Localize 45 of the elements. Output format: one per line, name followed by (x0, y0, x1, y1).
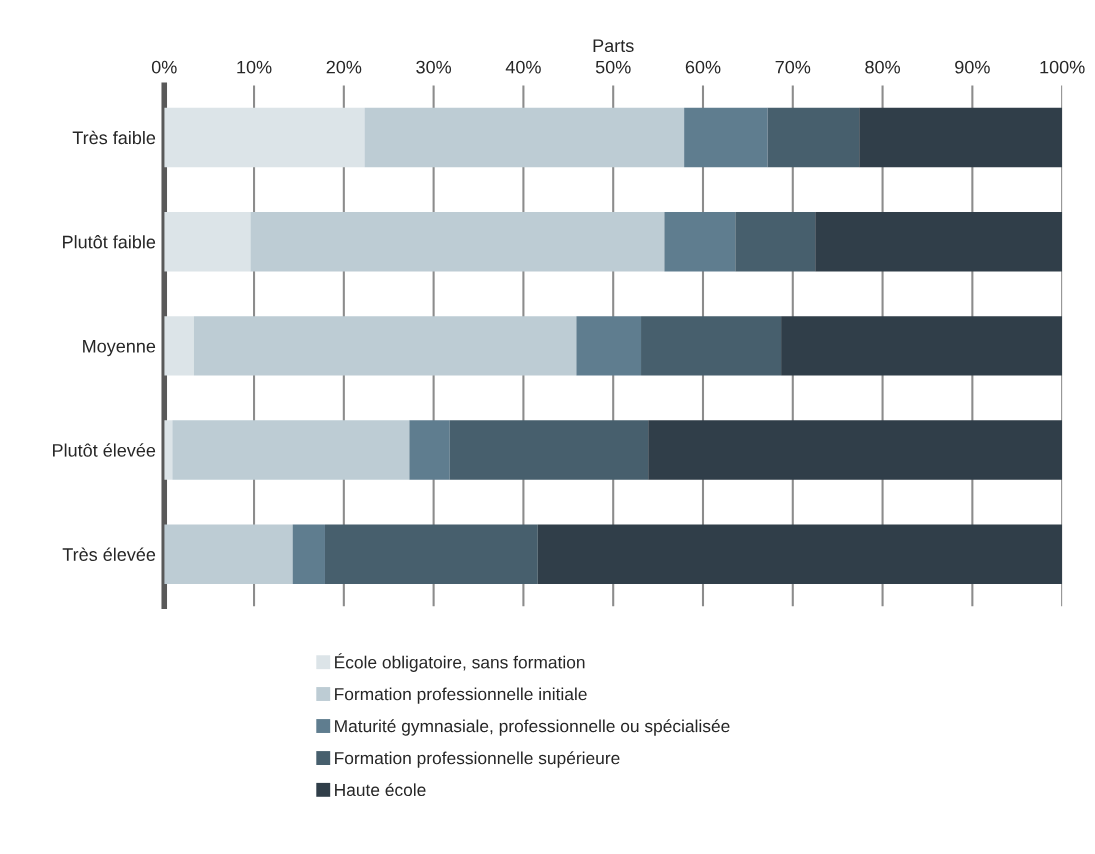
legend-label: Haute école (335, 783, 426, 797)
bar (164, 211, 251, 272)
x-tick-label: 40% (505, 60, 541, 74)
bar (250, 211, 665, 272)
bar (164, 107, 365, 168)
y-tick-label: Plutôt faible (63, 235, 156, 249)
bar (364, 107, 685, 168)
bar (767, 107, 860, 168)
bar (537, 524, 1063, 584)
bar (324, 524, 538, 584)
bar (664, 211, 736, 272)
x-tick-label: 50% (595, 60, 631, 74)
bar (164, 316, 194, 376)
bar (781, 316, 1063, 376)
y-tick-label: Plutôt élevée (53, 443, 156, 457)
bar (576, 316, 642, 376)
bar (684, 107, 768, 168)
legend-label: Formation professionnelle supérieure (335, 751, 620, 768)
y-tick-label: Très faible (72, 130, 156, 145)
x-tick-label: 30% (416, 60, 452, 74)
bar (409, 420, 450, 480)
x-tick-label: 70% (775, 60, 811, 74)
x-tick-label: 10% (237, 60, 272, 74)
bar (172, 420, 410, 480)
bar (193, 316, 577, 376)
bar (641, 316, 782, 376)
x-tick-label: 100% (1040, 60, 1085, 74)
legend-label: École obligatoire, sans formation (335, 653, 585, 672)
bar (292, 524, 325, 584)
x-tick-label: 80% (865, 60, 900, 74)
bar (815, 211, 1063, 272)
x-tick-label: 60% (685, 60, 721, 74)
x-tick-label: 20% (326, 60, 362, 74)
x-tick-label: 90% (955, 60, 990, 74)
y-tick-label: Très élevée (62, 547, 156, 561)
x-tick-label: 0% (151, 60, 177, 74)
bar (449, 420, 649, 480)
legend-label: Formation professionnelle initiale (335, 687, 587, 704)
bar (735, 211, 816, 272)
bar (648, 420, 1063, 480)
bar (859, 107, 1063, 168)
x-axis-title: Parts (593, 39, 634, 53)
y-tick-label: Moyenne (83, 339, 156, 357)
legend-label: Maturité gymnasiale, professionnelle ou spécialisée (335, 719, 730, 736)
bar (164, 524, 293, 584)
